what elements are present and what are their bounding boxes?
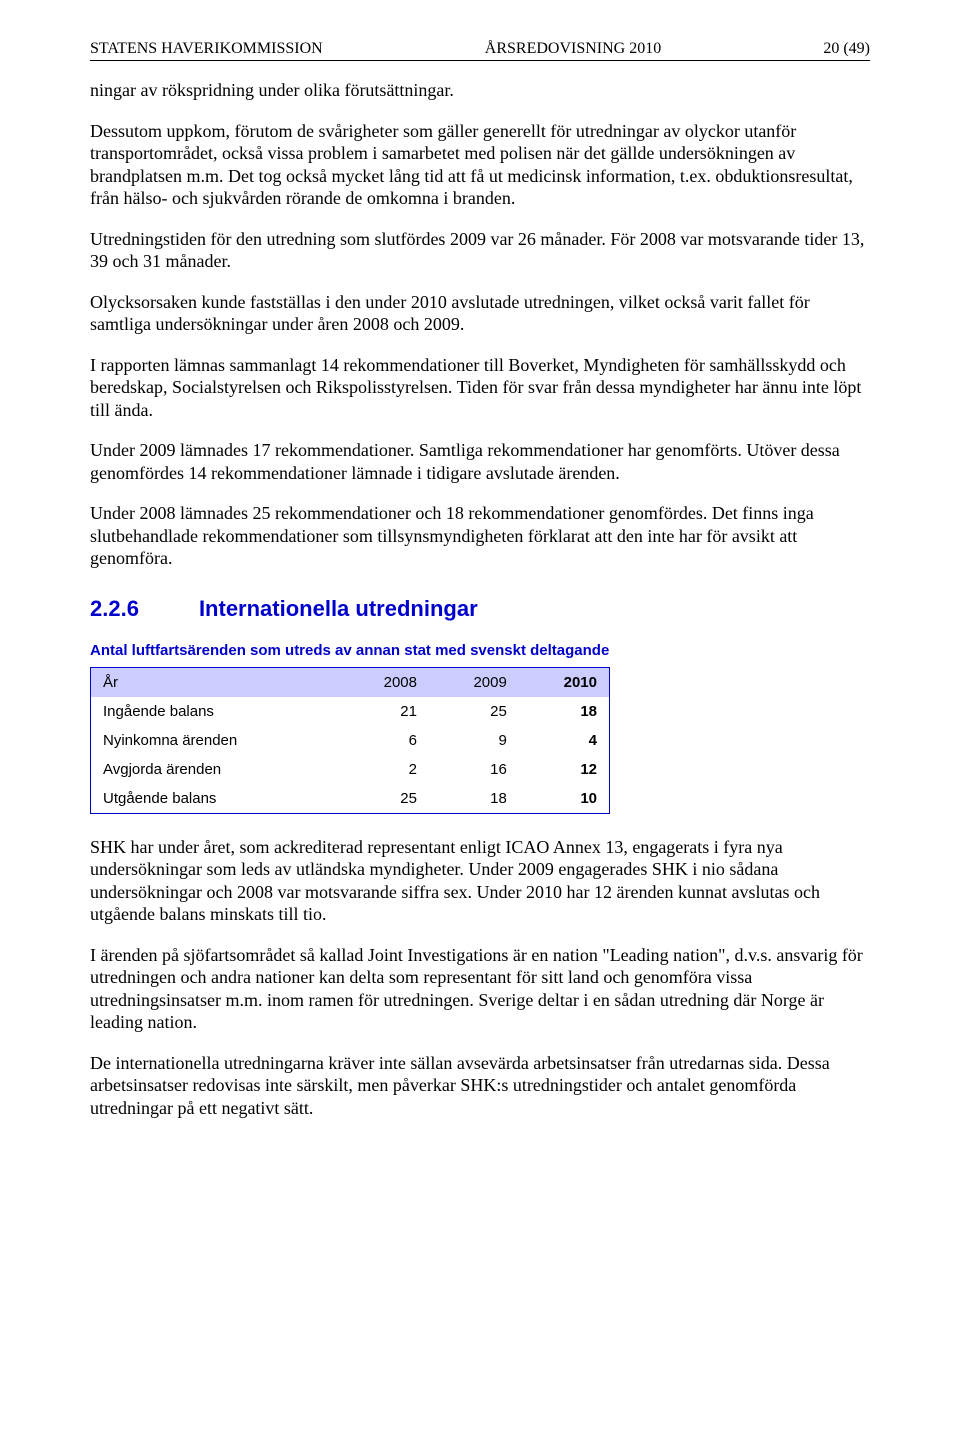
table-cell: 4 [519, 726, 610, 755]
table-cell: 21 [339, 697, 429, 726]
table-row-label: Avgjorda ärenden [91, 755, 340, 784]
table-caption: Antal luftfartsärenden som utreds av ann… [90, 642, 870, 659]
table-row: Nyinkomna ärenden 6 9 4 [91, 726, 610, 755]
paragraph: De internationella utredningarna kräver … [90, 1052, 870, 1120]
table-cell: 18 [519, 697, 610, 726]
page-header: STATENS HAVERIKOMMISSION ÅRSREDOVISNING … [90, 40, 870, 61]
paragraph: I rapporten lämnas sammanlagt 14 rekomme… [90, 354, 870, 422]
section-title: Internationella utredningar [199, 596, 478, 622]
table-cell: 16 [429, 755, 519, 784]
table-cell: 25 [429, 697, 519, 726]
table-header-label: År [91, 667, 340, 697]
paragraph: ningar av rökspridning under olika förut… [90, 79, 870, 102]
table-header-year: 2008 [339, 667, 429, 697]
table-row: Avgjorda ärenden 2 16 12 [91, 755, 610, 784]
header-title: ÅRSREDOVISNING 2010 [485, 40, 661, 58]
table-row: Utgående balans 25 18 10 [91, 784, 610, 814]
section-number: 2.2.6 [90, 596, 139, 622]
paragraph: Under 2009 lämnades 17 rekommendationer.… [90, 439, 870, 484]
table-row: Ingående balans 21 25 18 [91, 697, 610, 726]
paragraph: Utredningstiden för den utredning som sl… [90, 228, 870, 273]
table-cell: 2 [339, 755, 429, 784]
paragraph: Under 2008 lämnades 25 rekommendationer … [90, 502, 870, 570]
paragraph: Dessutom uppkom, förutom de svårigheter … [90, 120, 870, 210]
header-page-number: 20 (49) [823, 40, 870, 58]
table-cell: 10 [519, 784, 610, 814]
table-row-label: Nyinkomna ärenden [91, 726, 340, 755]
table-cell: 18 [429, 784, 519, 814]
document-page: STATENS HAVERIKOMMISSION ÅRSREDOVISNING … [0, 0, 960, 1450]
table-cell: 9 [429, 726, 519, 755]
table-cell: 12 [519, 755, 610, 784]
paragraph: SHK har under året, som ackrediterad rep… [90, 836, 870, 926]
table-cell: 25 [339, 784, 429, 814]
table-header-year: 2010 [519, 667, 610, 697]
table-row-label: Utgående balans [91, 784, 340, 814]
paragraph: Olycksorsaken kunde fastställas i den un… [90, 291, 870, 336]
data-table: År 2008 2009 2010 Ingående balans 21 25 … [90, 667, 610, 814]
section-heading: 2.2.6 Internationella utredningar [90, 596, 870, 622]
header-org: STATENS HAVERIKOMMISSION [90, 40, 323, 58]
table-cell: 6 [339, 726, 429, 755]
paragraph: I ärenden på sjöfartsområdet så kallad J… [90, 944, 870, 1034]
table-header-row: År 2008 2009 2010 [91, 667, 610, 697]
table-header-year: 2009 [429, 667, 519, 697]
table-row-label: Ingående balans [91, 697, 340, 726]
